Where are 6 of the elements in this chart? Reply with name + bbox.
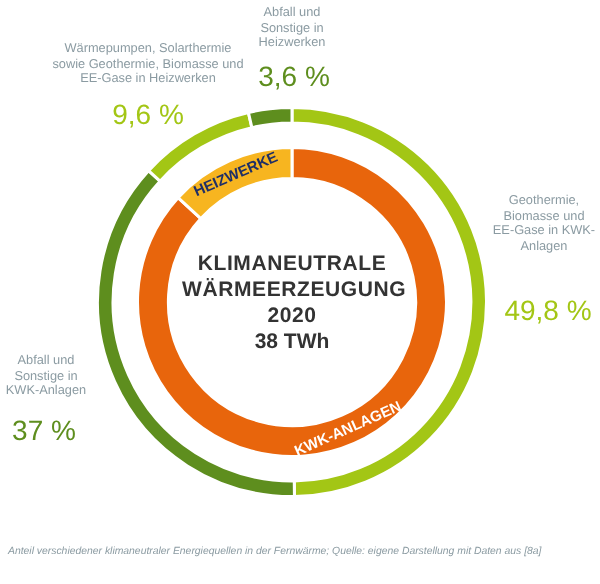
data-label: 37 %: [10, 414, 78, 446]
data-label: 49,8 %: [502, 294, 594, 326]
data-label: 9,6 %: [110, 98, 186, 130]
text: KLIMANEUTRALE WÄRMEERZEUGUNG 2020: [182, 252, 407, 330]
text: 38 TWh: [252, 330, 332, 354]
data-label: 3,6 %: [256, 60, 332, 92]
